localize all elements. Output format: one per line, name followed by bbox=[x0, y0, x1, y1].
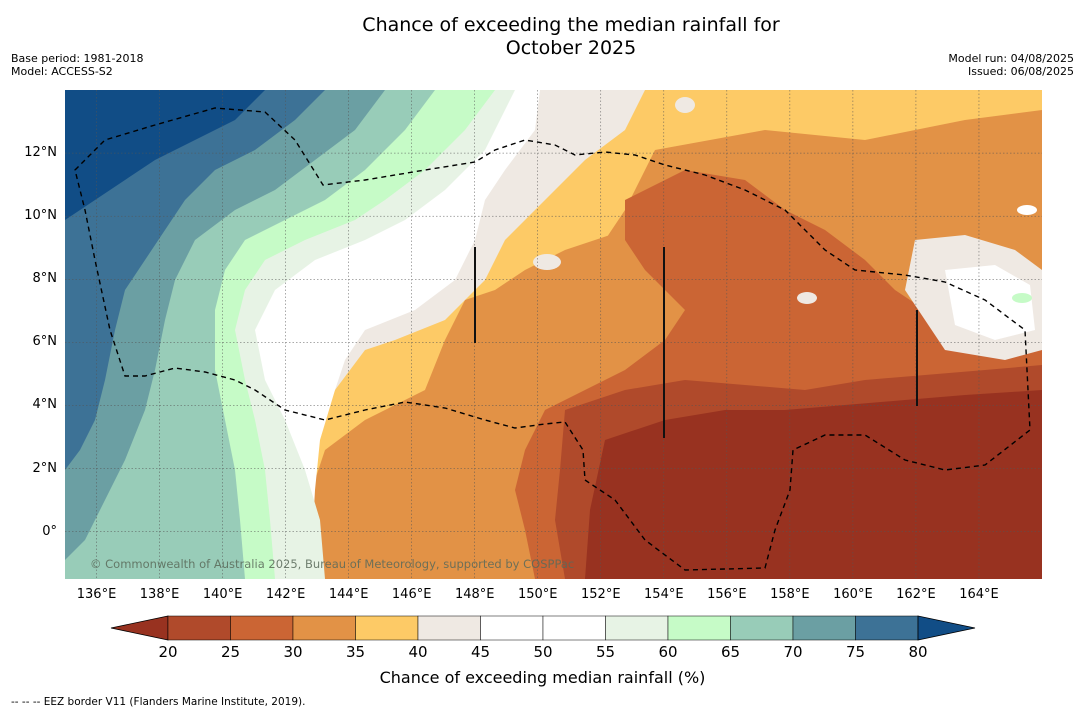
colorbar-tick-label: 75 bbox=[845, 643, 866, 661]
colorbar-tick-label: 45 bbox=[470, 643, 491, 661]
colorbar-tick-label: 55 bbox=[595, 643, 616, 661]
rainfall-probability-map bbox=[65, 90, 1042, 579]
issued-text: Issued: 06/08/2025 bbox=[967, 65, 1074, 78]
colorbar-tick-label: 60 bbox=[658, 643, 678, 661]
base-period-text: Base period: 1981-2018 bbox=[11, 52, 144, 65]
y-tick-label: 4°N bbox=[32, 397, 58, 413]
graticule bbox=[65, 90, 1042, 579]
colorbar-tick-label: 65 bbox=[720, 643, 741, 661]
colorbar-extend-high bbox=[917, 615, 976, 641]
x-tick-label: 158°E bbox=[770, 587, 810, 602]
colorbar-segment bbox=[417, 615, 481, 641]
colorbar-tick-label: 20 bbox=[158, 643, 178, 661]
x-tick-label: 144°E bbox=[328, 587, 369, 602]
y-tick-label: 10°N bbox=[24, 208, 57, 224]
colorbar-segment bbox=[230, 615, 294, 641]
model-run-text: Model run: 04/08/2025 bbox=[948, 52, 1074, 65]
pale-patch-3 bbox=[797, 292, 817, 304]
model-text: Model: ACCESS-S2 bbox=[11, 65, 113, 78]
y-tick-label: 8°N bbox=[32, 271, 58, 287]
eez-legend-note: -- -- -- EEZ border V11 (Flanders Marine… bbox=[11, 696, 306, 708]
colorbar-tick-label: 50 bbox=[533, 643, 553, 661]
x-tick-label: 154°E bbox=[644, 587, 684, 602]
title-line-1: Chance of exceeding the median rainfall … bbox=[362, 14, 780, 36]
colorbar-tick-label: 35 bbox=[345, 643, 366, 661]
pale-patch-2 bbox=[675, 97, 695, 113]
colorbar-tick-label: 70 bbox=[783, 643, 803, 661]
x-tick-label: 164°E bbox=[959, 587, 999, 602]
colorbar-segment bbox=[167, 615, 231, 641]
x-tick-label: 162°E bbox=[896, 587, 936, 602]
colorbar-segment bbox=[355, 615, 419, 641]
colorbar-segment bbox=[292, 615, 356, 641]
x-tick-label: 140°E bbox=[202, 587, 243, 602]
meta-left: Base period: 1981-2018 Model: ACCESS-S2 bbox=[11, 52, 143, 78]
map-panel: © Commonwealth of Australia 2025, Bureau… bbox=[65, 90, 1042, 579]
x-tick-label: 150°E bbox=[517, 587, 558, 602]
colorbar-extend-low bbox=[110, 615, 169, 641]
colorbar-segment bbox=[730, 615, 794, 641]
colorbar-tick-label: 80 bbox=[908, 643, 928, 661]
x-tick-label: 148°E bbox=[454, 587, 495, 602]
pale-patch-4 bbox=[1017, 205, 1037, 215]
x-tick-label: 136°E bbox=[76, 587, 117, 602]
band-75-80 bbox=[65, 90, 325, 470]
colorbar-segment bbox=[542, 615, 606, 641]
copyright-text: © Commonwealth of Australia 2025, Bureau… bbox=[90, 557, 575, 571]
y-tick-label: 0° bbox=[42, 523, 57, 539]
colorbar bbox=[110, 615, 976, 641]
x-tick-label: 156°E bbox=[707, 587, 747, 602]
colorbar-segment bbox=[792, 615, 856, 641]
colorbar-tick-label: 30 bbox=[283, 643, 303, 661]
x-tick-label: 152°E bbox=[581, 587, 621, 602]
green-east-patch bbox=[1012, 293, 1032, 303]
x-tick-label: 142°E bbox=[265, 587, 306, 602]
map-title: Chance of exceeding the median rainfall … bbox=[0, 14, 1085, 60]
y-tick-label: 12°N bbox=[24, 145, 57, 161]
colorbar-tick-label: 40 bbox=[408, 643, 428, 661]
colorbar-title: Chance of exceeding median rainfall (%) bbox=[379, 668, 706, 687]
y-tick-label: 2°N bbox=[32, 460, 58, 476]
colorbar-segment bbox=[480, 615, 544, 641]
x-tick-label: 160°E bbox=[833, 587, 873, 602]
colorbar-segment bbox=[667, 615, 731, 641]
colorbar-tick-label: 25 bbox=[220, 643, 241, 661]
title-line-2: October 2025 bbox=[505, 37, 637, 59]
colorbar-segment bbox=[855, 615, 919, 641]
band-80-plus bbox=[65, 90, 265, 220]
x-tick-label: 138°E bbox=[139, 587, 180, 602]
eez-border-palau-fsm-west bbox=[74, 107, 1031, 571]
x-tick-label: 146°E bbox=[391, 587, 432, 602]
colorbar-segment bbox=[605, 615, 669, 641]
pale-patch-1 bbox=[533, 254, 561, 270]
meta-right: Model run: 04/08/2025 Issued: 06/08/2025 bbox=[948, 52, 1074, 78]
y-tick-label: 6°N bbox=[32, 334, 58, 350]
